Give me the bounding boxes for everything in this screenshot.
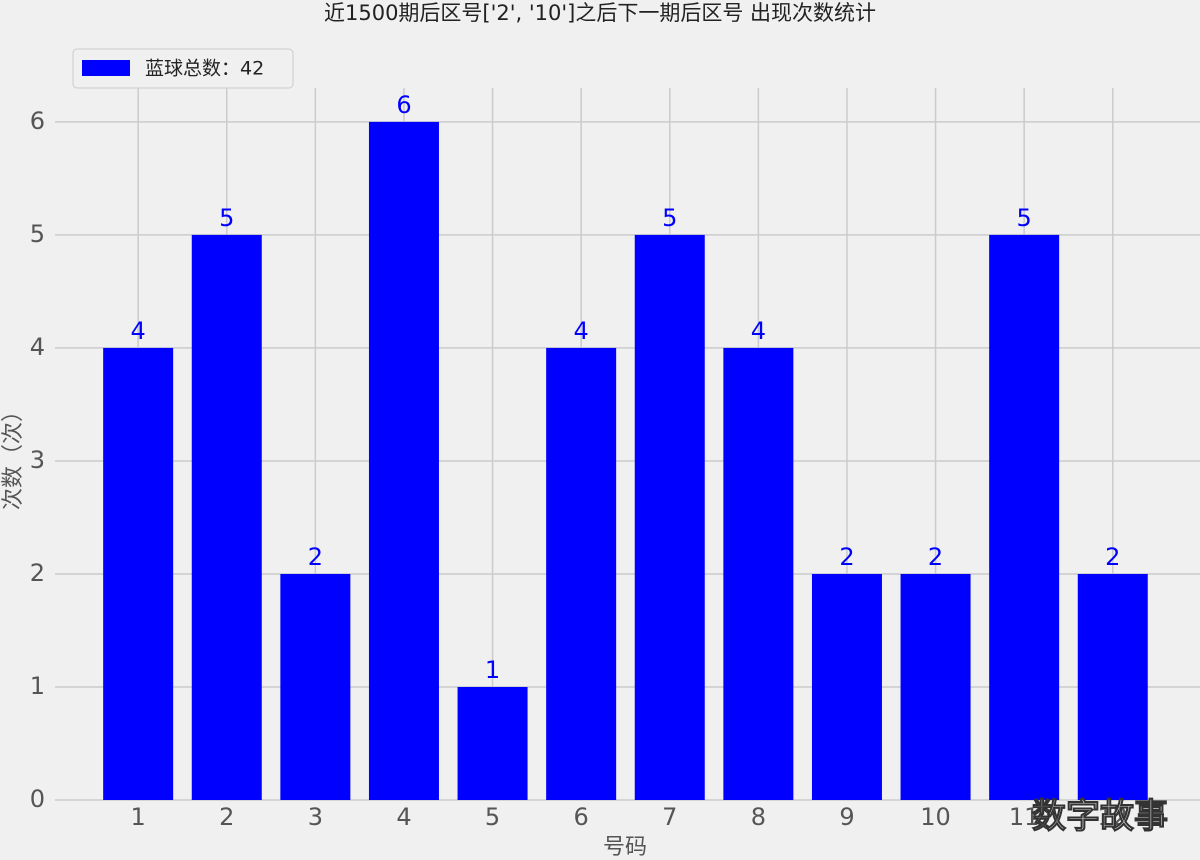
y-tick-label: 0 bbox=[30, 785, 45, 813]
x-tick-label: 6 bbox=[574, 803, 589, 831]
legend: 蓝球总数：42 bbox=[72, 48, 294, 89]
x-tick-label: 10 bbox=[920, 803, 951, 831]
y-tick-label: 4 bbox=[30, 333, 45, 361]
watermark: 数字故事 bbox=[1032, 797, 1168, 837]
value-label: 1 bbox=[485, 656, 500, 684]
legend-label: 蓝球总数：42 bbox=[145, 58, 264, 80]
x-tick-label: 1 bbox=[131, 803, 146, 831]
bar bbox=[811, 573, 882, 800]
chart-title: 近1500期后区号['2', '10']之后下一期后区号 出现次数统计 bbox=[324, 1, 876, 25]
bar bbox=[546, 347, 617, 800]
bar bbox=[989, 234, 1060, 800]
value-label: 5 bbox=[1017, 204, 1032, 232]
value-label: 2 bbox=[839, 543, 854, 571]
value-label: 2 bbox=[308, 543, 323, 571]
legend-swatch bbox=[82, 60, 130, 76]
bar bbox=[900, 573, 971, 800]
y-tick-label: 5 bbox=[30, 220, 45, 248]
bar bbox=[634, 234, 705, 800]
x-tick-label: 2 bbox=[219, 803, 234, 831]
bar bbox=[191, 234, 262, 800]
x-tick-label: 8 bbox=[751, 803, 766, 831]
bar bbox=[1077, 573, 1148, 800]
value-label: 2 bbox=[928, 543, 943, 571]
y-tick-label: 1 bbox=[30, 672, 45, 700]
value-label: 2 bbox=[1105, 543, 1120, 571]
value-label: 5 bbox=[662, 204, 677, 232]
x-tick-label: 7 bbox=[662, 803, 677, 831]
value-label: 4 bbox=[131, 317, 146, 345]
value-label: 5 bbox=[219, 204, 234, 232]
x-tick-label: 11 bbox=[1009, 803, 1040, 831]
x-tick-label: 4 bbox=[396, 803, 411, 831]
value-label: 4 bbox=[574, 317, 589, 345]
x-tick-label: 5 bbox=[485, 803, 500, 831]
x-tick-label: 12 bbox=[1097, 803, 1128, 831]
y-tick-label: 3 bbox=[30, 446, 45, 474]
value-label: 4 bbox=[751, 317, 766, 345]
bar bbox=[280, 573, 351, 800]
y-axis-label: 次数（次） bbox=[1, 400, 26, 510]
bar bbox=[457, 686, 528, 800]
legend-box bbox=[72, 48, 294, 89]
bar bbox=[368, 121, 439, 800]
x-tick-label: 3 bbox=[308, 803, 323, 831]
y-tick-label: 6 bbox=[30, 107, 45, 135]
bar bbox=[723, 347, 794, 800]
y-tick-label: 2 bbox=[30, 559, 45, 587]
bar bbox=[103, 347, 174, 800]
x-tick-label: 9 bbox=[839, 803, 854, 831]
x-axis-label: 号码 bbox=[603, 835, 647, 860]
value-label: 6 bbox=[396, 91, 411, 119]
